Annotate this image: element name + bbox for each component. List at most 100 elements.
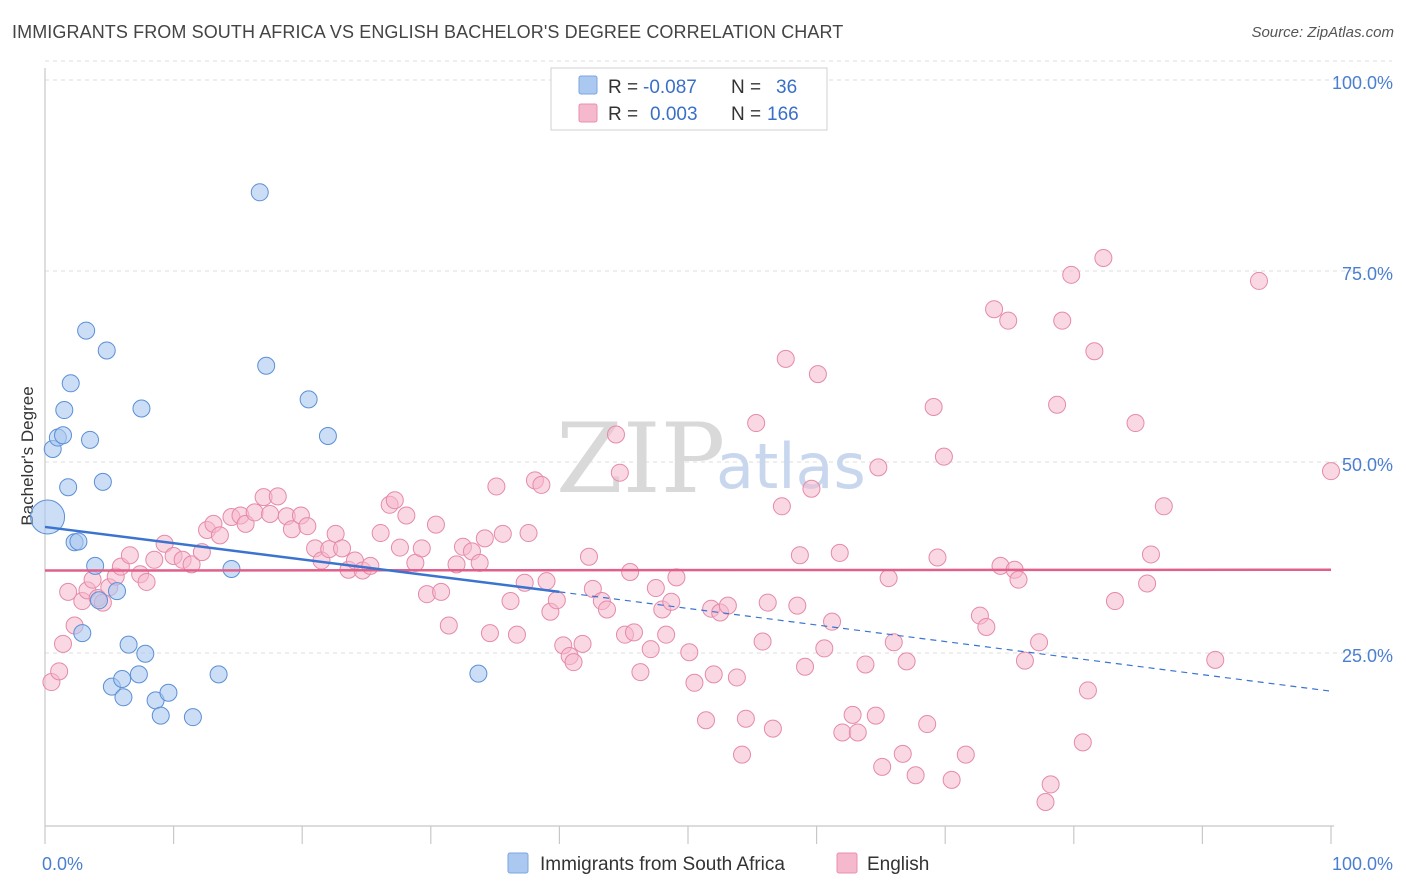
english-point xyxy=(439,616,458,635)
south-africa-point xyxy=(69,532,88,551)
english-point xyxy=(856,655,875,674)
english-point xyxy=(610,463,629,482)
english-point xyxy=(1030,633,1049,652)
english-point xyxy=(758,593,777,612)
south-africa-point xyxy=(132,399,151,418)
english-point xyxy=(776,349,795,368)
english-point xyxy=(736,709,755,728)
english-point xyxy=(145,550,164,569)
english-point xyxy=(1154,497,1173,516)
english-point xyxy=(733,745,752,764)
source-label: Source: ZipAtlas.com xyxy=(1251,24,1394,41)
english-point xyxy=(808,365,827,384)
south-africa-point xyxy=(469,664,488,683)
english-point xyxy=(573,634,592,653)
legend-r-value: -0.087 xyxy=(643,77,697,98)
english-point xyxy=(772,497,791,516)
x-ticks xyxy=(44,826,1332,844)
english-point xyxy=(823,612,842,631)
english-point xyxy=(897,652,916,671)
legend-swatch-english xyxy=(578,103,598,123)
english-point xyxy=(397,506,416,525)
english-point xyxy=(1085,342,1104,361)
english-point xyxy=(796,657,815,676)
english-point xyxy=(869,458,888,477)
english-point xyxy=(884,633,903,652)
series-english xyxy=(42,249,1340,811)
english-point xyxy=(977,618,996,637)
south-africa-point xyxy=(209,665,228,684)
bottom-legend: Immigrants from South Africa English xyxy=(507,852,929,875)
legend-n-value: 36 xyxy=(776,77,797,98)
south-africa-point xyxy=(86,556,105,575)
english-point xyxy=(873,757,892,776)
english-point xyxy=(54,634,73,653)
english-point xyxy=(564,653,583,672)
legend-n-label: N = xyxy=(731,104,761,125)
english-point xyxy=(547,591,566,610)
english-point xyxy=(245,503,264,522)
y-tick-labels: 100.0% 75.0% 50.0% 25.0% xyxy=(1332,73,1393,666)
south-africa-point xyxy=(55,401,74,420)
english-point xyxy=(210,526,229,545)
south-africa-point xyxy=(108,582,127,601)
english-point xyxy=(1138,574,1157,593)
english-point xyxy=(999,311,1018,330)
south-africa-point xyxy=(183,708,202,727)
south-africa-point xyxy=(119,635,138,654)
english-point xyxy=(606,425,625,444)
south-africa-point xyxy=(114,688,133,707)
english-point xyxy=(727,668,746,687)
legend: R = -0.087 N = 36 R = 0.003 N = 166 xyxy=(550,67,828,131)
legend-swatch-sa xyxy=(578,75,598,95)
y-tick-label: 100.0% xyxy=(1332,73,1393,93)
chart-title: IMMIGRANTS FROM SOUTH AFRICA VS ENGLISH … xyxy=(12,22,844,42)
english-point xyxy=(1094,249,1113,268)
south-africa-point xyxy=(90,591,109,610)
english-point xyxy=(815,639,834,658)
bottom-legend-label-english: English xyxy=(867,854,929,875)
x-tick-label-min: 0.0% xyxy=(42,854,83,874)
english-point xyxy=(697,711,716,730)
south-africa-point xyxy=(97,341,116,360)
legend-r-value: 0.003 xyxy=(650,104,698,125)
trendlines xyxy=(44,525,1332,692)
south-africa-trendline xyxy=(44,525,560,594)
english-point xyxy=(1249,271,1268,290)
english-point xyxy=(753,632,772,651)
south-africa-point xyxy=(54,426,73,445)
south-africa-trendline-extension xyxy=(559,591,1332,692)
english-point xyxy=(50,662,69,681)
english-point xyxy=(412,539,431,558)
english-point xyxy=(1126,414,1145,433)
english-point xyxy=(261,504,280,523)
english-point xyxy=(680,643,699,662)
south-africa-point xyxy=(113,669,132,688)
watermark: ZIP atlas xyxy=(556,403,866,515)
english-point xyxy=(501,592,520,611)
english-point xyxy=(790,546,809,565)
english-point xyxy=(182,555,201,574)
english-point xyxy=(120,546,139,565)
english-point xyxy=(597,600,616,619)
english-point xyxy=(268,487,287,506)
english-point xyxy=(470,553,489,572)
english-point xyxy=(718,596,737,615)
english-point xyxy=(390,538,409,557)
english-point xyxy=(361,556,380,575)
english-point xyxy=(1015,651,1034,670)
english-point xyxy=(934,447,953,466)
english-point xyxy=(906,766,925,785)
english-point xyxy=(830,543,849,562)
english-point xyxy=(763,719,782,738)
y-tick-label: 25.0% xyxy=(1342,646,1393,666)
english-point xyxy=(685,673,704,692)
south-africa-point xyxy=(299,390,318,409)
south-africa-point xyxy=(159,683,178,702)
legend-r-label: R = xyxy=(608,104,638,125)
english-point xyxy=(1009,570,1028,589)
south-africa-point xyxy=(73,624,92,643)
english-point xyxy=(1062,265,1081,284)
legend-n-label: N = xyxy=(731,77,761,98)
english-point xyxy=(985,300,1004,319)
